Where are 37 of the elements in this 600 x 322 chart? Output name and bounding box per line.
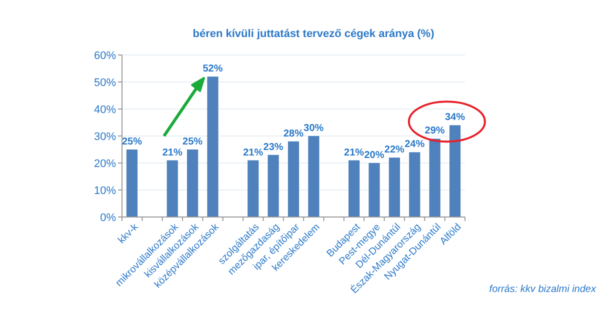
bar bbox=[288, 141, 300, 217]
data-label: 25% bbox=[122, 136, 142, 148]
bar bbox=[126, 150, 138, 217]
y-tick-label: 60% bbox=[94, 50, 116, 62]
bar bbox=[207, 76, 218, 217]
chart-title: béren kívüli juttatást tervező cégek aránya (%) bbox=[192, 28, 435, 40]
y-tick-label: 20% bbox=[94, 158, 116, 170]
data-label: 22% bbox=[384, 144, 405, 156]
data-label: 52% bbox=[202, 64, 223, 75]
data-label: 28% bbox=[283, 128, 304, 140]
y-tick-label: 40% bbox=[94, 104, 116, 116]
y-tick-label: 0% bbox=[100, 212, 116, 224]
bar bbox=[308, 136, 320, 217]
data-label: 21% bbox=[243, 147, 264, 158]
y-tick-label: 50% bbox=[94, 76, 116, 89]
bar bbox=[368, 163, 380, 217]
bar bbox=[409, 152, 420, 217]
bar bbox=[166, 160, 178, 217]
data-label: 21% bbox=[162, 147, 182, 158]
data-label: 25% bbox=[182, 136, 203, 148]
data-label: 21% bbox=[344, 147, 364, 158]
data-label: 30% bbox=[304, 123, 324, 134]
text: forrás: kkv bizalmi index bbox=[489, 284, 597, 295]
bar bbox=[268, 154, 279, 217]
data-label: 34% bbox=[445, 112, 466, 124]
data-label: 23% bbox=[263, 142, 284, 153]
bar bbox=[449, 125, 461, 217]
data-label: 24% bbox=[404, 139, 425, 150]
bar bbox=[187, 150, 198, 217]
bar bbox=[348, 160, 360, 217]
data-label: 29% bbox=[424, 126, 445, 137]
data-label: 20% bbox=[364, 150, 384, 161]
bar bbox=[388, 158, 400, 217]
bar bbox=[429, 138, 440, 217]
y-tick-label: 10% bbox=[94, 184, 116, 197]
y-tick-label: 30% bbox=[94, 130, 116, 143]
bar bbox=[248, 160, 259, 217]
